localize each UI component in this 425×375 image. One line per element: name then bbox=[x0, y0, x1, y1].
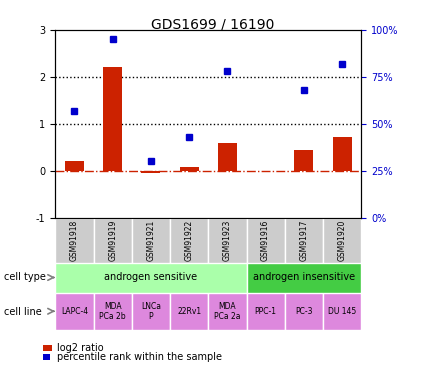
Text: 22Rv1: 22Rv1 bbox=[177, 307, 201, 316]
Text: log2 ratio: log2 ratio bbox=[57, 343, 104, 353]
Text: androgen insensitive: androgen insensitive bbox=[253, 273, 355, 282]
Text: DU 145: DU 145 bbox=[328, 307, 356, 316]
Bar bbox=[323, 217, 361, 262]
Bar bbox=[246, 292, 285, 330]
Bar bbox=[103, 68, 122, 171]
Text: PPC-1: PPC-1 bbox=[255, 307, 277, 316]
Text: GSM91919: GSM91919 bbox=[108, 219, 117, 261]
Text: GSM91920: GSM91920 bbox=[337, 219, 347, 261]
Bar bbox=[246, 262, 361, 292]
Text: LNCa
P: LNCa P bbox=[141, 302, 161, 321]
Bar bbox=[285, 292, 323, 330]
Bar bbox=[94, 292, 132, 330]
Text: GSM91922: GSM91922 bbox=[184, 219, 194, 261]
Bar bbox=[332, 137, 351, 171]
Bar bbox=[55, 292, 94, 330]
Text: GSM91921: GSM91921 bbox=[146, 219, 156, 261]
Bar bbox=[208, 217, 246, 262]
Bar bbox=[65, 161, 84, 171]
Bar bbox=[170, 217, 208, 262]
Text: GDS1699 / 16190: GDS1699 / 16190 bbox=[151, 17, 274, 32]
Text: LAPC-4: LAPC-4 bbox=[61, 307, 88, 316]
Text: PC-3: PC-3 bbox=[295, 307, 313, 316]
Bar bbox=[55, 217, 94, 262]
Bar bbox=[323, 292, 361, 330]
Text: cell type: cell type bbox=[4, 273, 46, 282]
Bar bbox=[55, 262, 246, 292]
Bar bbox=[179, 167, 198, 171]
Text: MDA
PCa 2a: MDA PCa 2a bbox=[214, 302, 241, 321]
Text: GSM91923: GSM91923 bbox=[223, 219, 232, 261]
Bar bbox=[170, 292, 208, 330]
Bar bbox=[132, 292, 170, 330]
Bar bbox=[94, 217, 132, 262]
Text: cell line: cell line bbox=[4, 307, 42, 317]
Text: GSM91916: GSM91916 bbox=[261, 219, 270, 261]
Bar bbox=[208, 292, 246, 330]
Text: androgen sensitive: androgen sensitive bbox=[104, 273, 198, 282]
Bar bbox=[285, 217, 323, 262]
Text: GSM91917: GSM91917 bbox=[299, 219, 309, 261]
Bar bbox=[141, 171, 160, 173]
Bar bbox=[218, 142, 237, 171]
Bar bbox=[294, 150, 313, 171]
Bar bbox=[132, 217, 170, 262]
Text: GSM91918: GSM91918 bbox=[70, 219, 79, 261]
Bar bbox=[246, 217, 285, 262]
Text: MDA
PCa 2b: MDA PCa 2b bbox=[99, 302, 126, 321]
Text: percentile rank within the sample: percentile rank within the sample bbox=[57, 352, 222, 362]
